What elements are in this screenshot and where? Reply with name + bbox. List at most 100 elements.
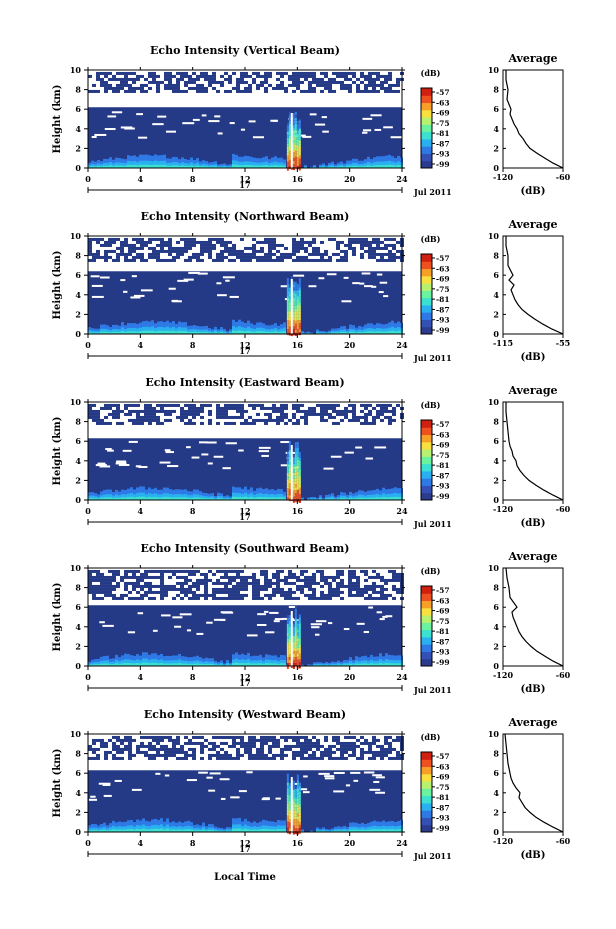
upper-layer-cell bbox=[340, 756, 344, 760]
colorbar-frame bbox=[420, 751, 433, 833]
upper-layer-cell bbox=[204, 71, 208, 75]
upper-layer-cell bbox=[248, 86, 252, 90]
avg-y-tick-label: 0 bbox=[493, 163, 499, 173]
boundary-layer bbox=[139, 164, 142, 168]
boundary-layer bbox=[112, 165, 115, 168]
upper-layer-cell bbox=[156, 89, 160, 93]
boundary-layer bbox=[265, 825, 268, 832]
boundary-layer bbox=[256, 660, 259, 666]
upper-layer-cell bbox=[168, 753, 172, 757]
upper-layer-cell bbox=[168, 569, 172, 573]
upper-layer-cell bbox=[168, 249, 172, 253]
boundary-layer bbox=[211, 498, 214, 500]
upper-layer-cell bbox=[148, 255, 152, 259]
upper-layer-cell bbox=[332, 406, 336, 410]
boundary-layer bbox=[136, 663, 139, 666]
convective-cell bbox=[292, 469, 295, 473]
boundary-layer bbox=[160, 326, 163, 334]
upper-layer-cell bbox=[352, 246, 356, 250]
boundary-layer bbox=[103, 331, 106, 334]
upper-layer-cell bbox=[172, 753, 176, 757]
upper-layer-cell bbox=[356, 237, 360, 241]
upper-layer-cell bbox=[96, 237, 100, 241]
data-gap bbox=[161, 614, 171, 617]
upper-layer-cell bbox=[196, 578, 200, 582]
upper-layer-cell bbox=[292, 750, 296, 754]
boundary-layer bbox=[154, 493, 157, 500]
convective-cell bbox=[298, 454, 301, 458]
convective-cell bbox=[294, 144, 297, 148]
upper-layer-cell bbox=[376, 258, 380, 262]
boundary-layer bbox=[367, 165, 370, 168]
upper-layer-cell bbox=[208, 249, 212, 253]
avg-y-tick-label: 4 bbox=[493, 290, 499, 300]
upper-layer-cell bbox=[280, 747, 284, 751]
upper-layer-cell bbox=[336, 409, 340, 413]
convective-cell bbox=[292, 152, 295, 156]
avg-y-tick-label: 4 bbox=[493, 622, 499, 632]
boundary-layer bbox=[238, 326, 241, 334]
y-tick-label: 4 bbox=[75, 124, 81, 134]
upper-layer-cell bbox=[208, 412, 212, 416]
upper-layer-cell bbox=[164, 587, 168, 591]
boundary-layer bbox=[100, 660, 103, 666]
boundary-layer bbox=[199, 332, 202, 334]
convective-cell bbox=[292, 146, 295, 150]
upper-layer-cell bbox=[316, 258, 320, 262]
heatmap bbox=[88, 403, 404, 503]
data-gap bbox=[376, 611, 383, 614]
upper-layer-cell bbox=[280, 243, 284, 247]
boundary-layer bbox=[340, 829, 343, 832]
boundary-layer bbox=[397, 663, 400, 666]
boundary-layer bbox=[337, 497, 340, 500]
x-tick-label: 12 bbox=[239, 838, 250, 848]
upper-layer-cell bbox=[216, 569, 220, 573]
boundary-layer bbox=[142, 824, 145, 832]
convective-cell bbox=[288, 795, 291, 799]
upper-layer-cell bbox=[288, 596, 292, 600]
upper-layer-cell bbox=[228, 756, 232, 760]
upper-layer-cell bbox=[304, 575, 308, 579]
convective-cell bbox=[298, 293, 301, 297]
boundary-layer bbox=[319, 166, 322, 168]
boundary-layer bbox=[250, 829, 253, 832]
upper-layer-cell bbox=[308, 578, 312, 582]
upper-layer-cell bbox=[264, 753, 268, 757]
boundary-layer bbox=[268, 163, 271, 168]
x-tick-label: 24 bbox=[396, 174, 408, 184]
convective-cell bbox=[296, 151, 299, 155]
boundary-layer bbox=[391, 165, 394, 168]
upper-layer-cell bbox=[332, 237, 336, 241]
colorbar bbox=[420, 419, 433, 501]
upper-layer-cell bbox=[384, 243, 388, 247]
convective-cell bbox=[292, 487, 295, 491]
upper-layer-cell bbox=[128, 750, 132, 754]
upper-layer-cell bbox=[192, 747, 196, 751]
upper-layer-cell bbox=[96, 584, 100, 588]
boundary-layer bbox=[397, 829, 400, 832]
upper-layer-cell bbox=[364, 243, 368, 247]
convective-cell bbox=[294, 660, 297, 664]
upper-layer-cell bbox=[280, 578, 284, 582]
upper-layer-cell bbox=[128, 590, 132, 594]
upper-layer-cell bbox=[232, 738, 236, 742]
boundary-layer bbox=[331, 830, 334, 832]
avg-frame bbox=[502, 567, 564, 667]
upper-layer-cell bbox=[372, 71, 376, 75]
upper-layer-cell bbox=[204, 596, 208, 600]
colorbar-tick-label: -63 bbox=[436, 264, 450, 273]
avg-y-tick-label: 6 bbox=[493, 768, 499, 778]
boundary-layer bbox=[277, 663, 280, 666]
upper-layer-cell bbox=[224, 741, 228, 745]
boundary-layer bbox=[244, 164, 247, 168]
boundary-layer bbox=[151, 326, 154, 334]
upper-layer-cell bbox=[368, 744, 372, 748]
data-gap bbox=[302, 135, 312, 138]
upper-layer-cell bbox=[284, 412, 288, 416]
colorbar-frame bbox=[420, 585, 433, 667]
upper-layer-cell bbox=[192, 750, 196, 754]
convective-cell bbox=[292, 626, 295, 630]
upper-layer-cell bbox=[136, 74, 140, 78]
y-tick-label: 2 bbox=[75, 143, 81, 153]
upper-layer-cell bbox=[388, 255, 392, 259]
